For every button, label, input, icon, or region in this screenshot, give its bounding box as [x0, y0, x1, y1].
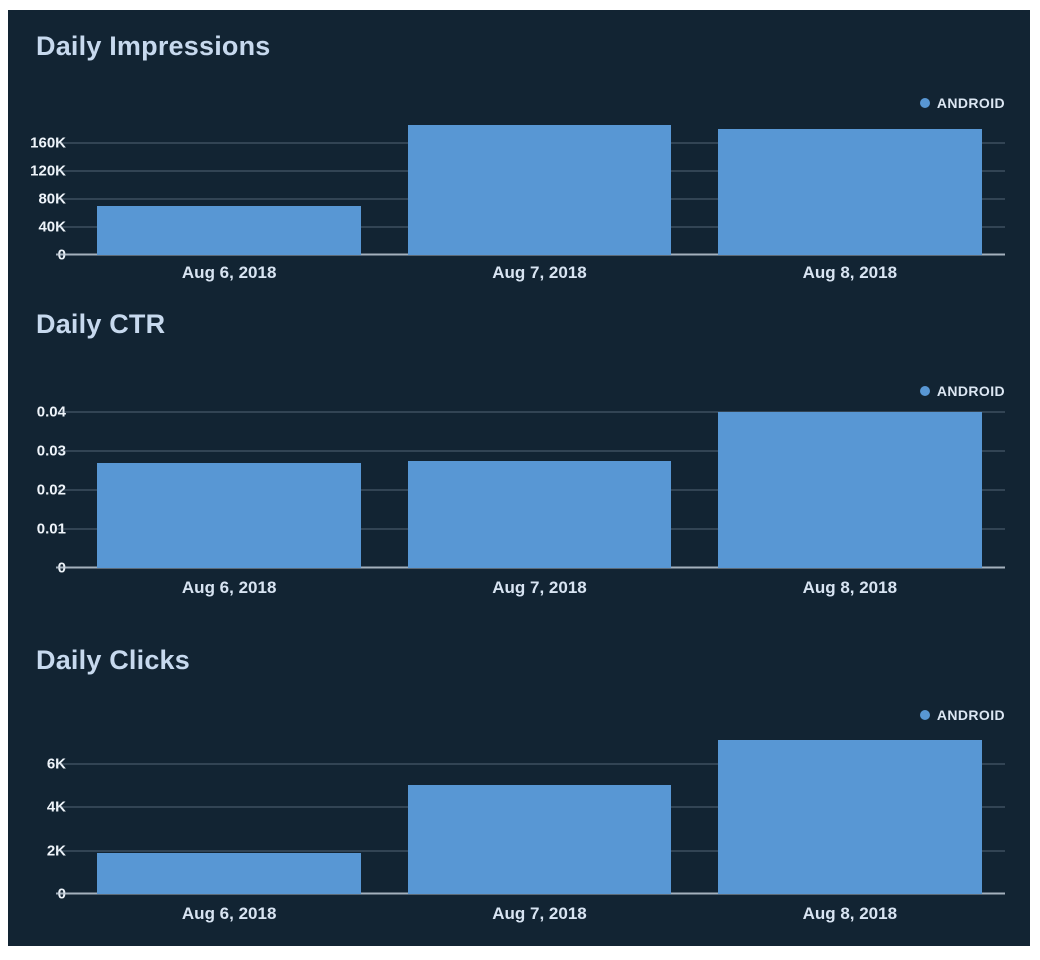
chart-area: 02K4K6K	[28, 734, 1005, 903]
chart-daily-impressions: Daily Impressions ANDROID 040K80K120K160…	[28, 28, 1005, 285]
x-tick-label: Aug 6, 2018	[181, 263, 277, 282]
chart-title: Daily CTR	[36, 309, 166, 339]
bar-slot	[695, 734, 1005, 894]
bar-slot	[74, 408, 384, 568]
bar-slot	[695, 112, 1005, 255]
bar-aug-8-2018[interactable]	[717, 128, 982, 255]
y-tick-label: 0.02	[36, 481, 66, 499]
x-tick-label: Aug 8, 2018	[802, 578, 898, 597]
bars	[74, 734, 1005, 894]
bar-aug-7-2018[interactable]	[407, 460, 672, 568]
chart-area: 040K80K120K160K	[28, 112, 1005, 264]
bar-aug-7-2018[interactable]	[407, 125, 672, 255]
dashboard-panel: Daily Impressions ANDROID 040K80K120K160…	[8, 10, 1030, 946]
y-tick-label: 2K	[46, 842, 66, 860]
y-tick-label: 40K	[38, 218, 66, 236]
gridline	[56, 450, 1005, 452]
x-axis-labels: Aug 6, 2018 Aug 7, 2018 Aug 8, 2018	[74, 263, 1005, 285]
bar-slot	[384, 112, 694, 255]
bar-slot	[384, 408, 694, 568]
legend-item-android[interactable]: ANDROID	[919, 383, 1005, 399]
plot-area	[56, 408, 1005, 569]
x-tick-label: Aug 7, 2018	[492, 263, 587, 282]
bar-slot	[74, 734, 384, 894]
bar-aug-8-2018[interactable]	[717, 411, 982, 568]
y-tick-label: 160K	[30, 134, 66, 152]
x-tick-label: Aug 6, 2018	[181, 578, 277, 597]
y-tick-label: 0.04	[36, 403, 66, 421]
legend-label: ANDROID	[936, 95, 1005, 111]
x-tick-label: Aug 7, 2018	[492, 904, 587, 923]
bar-aug-6-2018[interactable]	[97, 852, 362, 894]
x-tick-label: Aug 8, 2018	[802, 904, 898, 923]
y-axis: 02K4K6K	[28, 734, 74, 902]
x-tick-label: Aug 8, 2018	[802, 263, 898, 282]
bar-aug-6-2018[interactable]	[97, 205, 362, 255]
gridline	[56, 763, 1005, 765]
bar-slot	[384, 734, 694, 894]
y-axis: 00.010.020.030.04	[28, 403, 74, 576]
plot-area	[56, 112, 1005, 256]
bar-slot	[695, 408, 1005, 568]
chart-title: Daily Clicks	[36, 645, 190, 675]
x-axis-labels: Aug 6, 2018 Aug 7, 2018 Aug 8, 2018	[74, 578, 1005, 600]
legend: ANDROID	[28, 94, 1005, 112]
x-tick-label: Aug 7, 2018	[492, 578, 587, 597]
chart-title: Daily Impressions	[36, 31, 271, 61]
y-tick-label: 0.01	[36, 520, 66, 538]
bar-aug-7-2018[interactable]	[407, 785, 672, 894]
legend: ANDROID	[28, 382, 1005, 400]
legend-marker-icon	[919, 98, 930, 108]
legend-item-android[interactable]: ANDROID	[919, 707, 1005, 723]
legend: ANDROID	[28, 706, 1005, 724]
y-tick-label: 6K	[46, 755, 66, 773]
bar-aug-8-2018[interactable]	[717, 739, 982, 894]
legend-marker-icon	[919, 386, 930, 396]
x-tick-label: Aug 6, 2018	[181, 904, 277, 923]
legend-marker-icon	[919, 710, 930, 720]
bars	[74, 112, 1005, 255]
bars	[74, 408, 1005, 568]
y-tick-label: 0.03	[36, 442, 66, 460]
legend-label: ANDROID	[936, 707, 1005, 723]
chart-daily-ctr: Daily CTR ANDROID 00.010.020.030.04 Aug …	[28, 306, 1005, 600]
y-tick-label: 120K	[30, 162, 66, 180]
bar-aug-6-2018[interactable]	[97, 462, 362, 568]
y-axis: 040K80K120K160K	[28, 112, 74, 263]
y-tick-label: 4K	[46, 798, 66, 816]
chart-area: 00.010.020.030.04	[28, 403, 1005, 577]
chart-daily-clicks: Daily Clicks ANDROID 02K4K6K Aug 6, 2018…	[28, 642, 1005, 926]
x-axis-labels: Aug 6, 2018 Aug 7, 2018 Aug 8, 2018	[74, 904, 1005, 926]
legend-label: ANDROID	[936, 383, 1005, 399]
legend-item-android[interactable]: ANDROID	[919, 95, 1005, 111]
y-tick-label: 80K	[38, 190, 66, 208]
bar-slot	[74, 112, 384, 255]
gridline	[56, 411, 1005, 413]
plot-area	[56, 734, 1005, 895]
